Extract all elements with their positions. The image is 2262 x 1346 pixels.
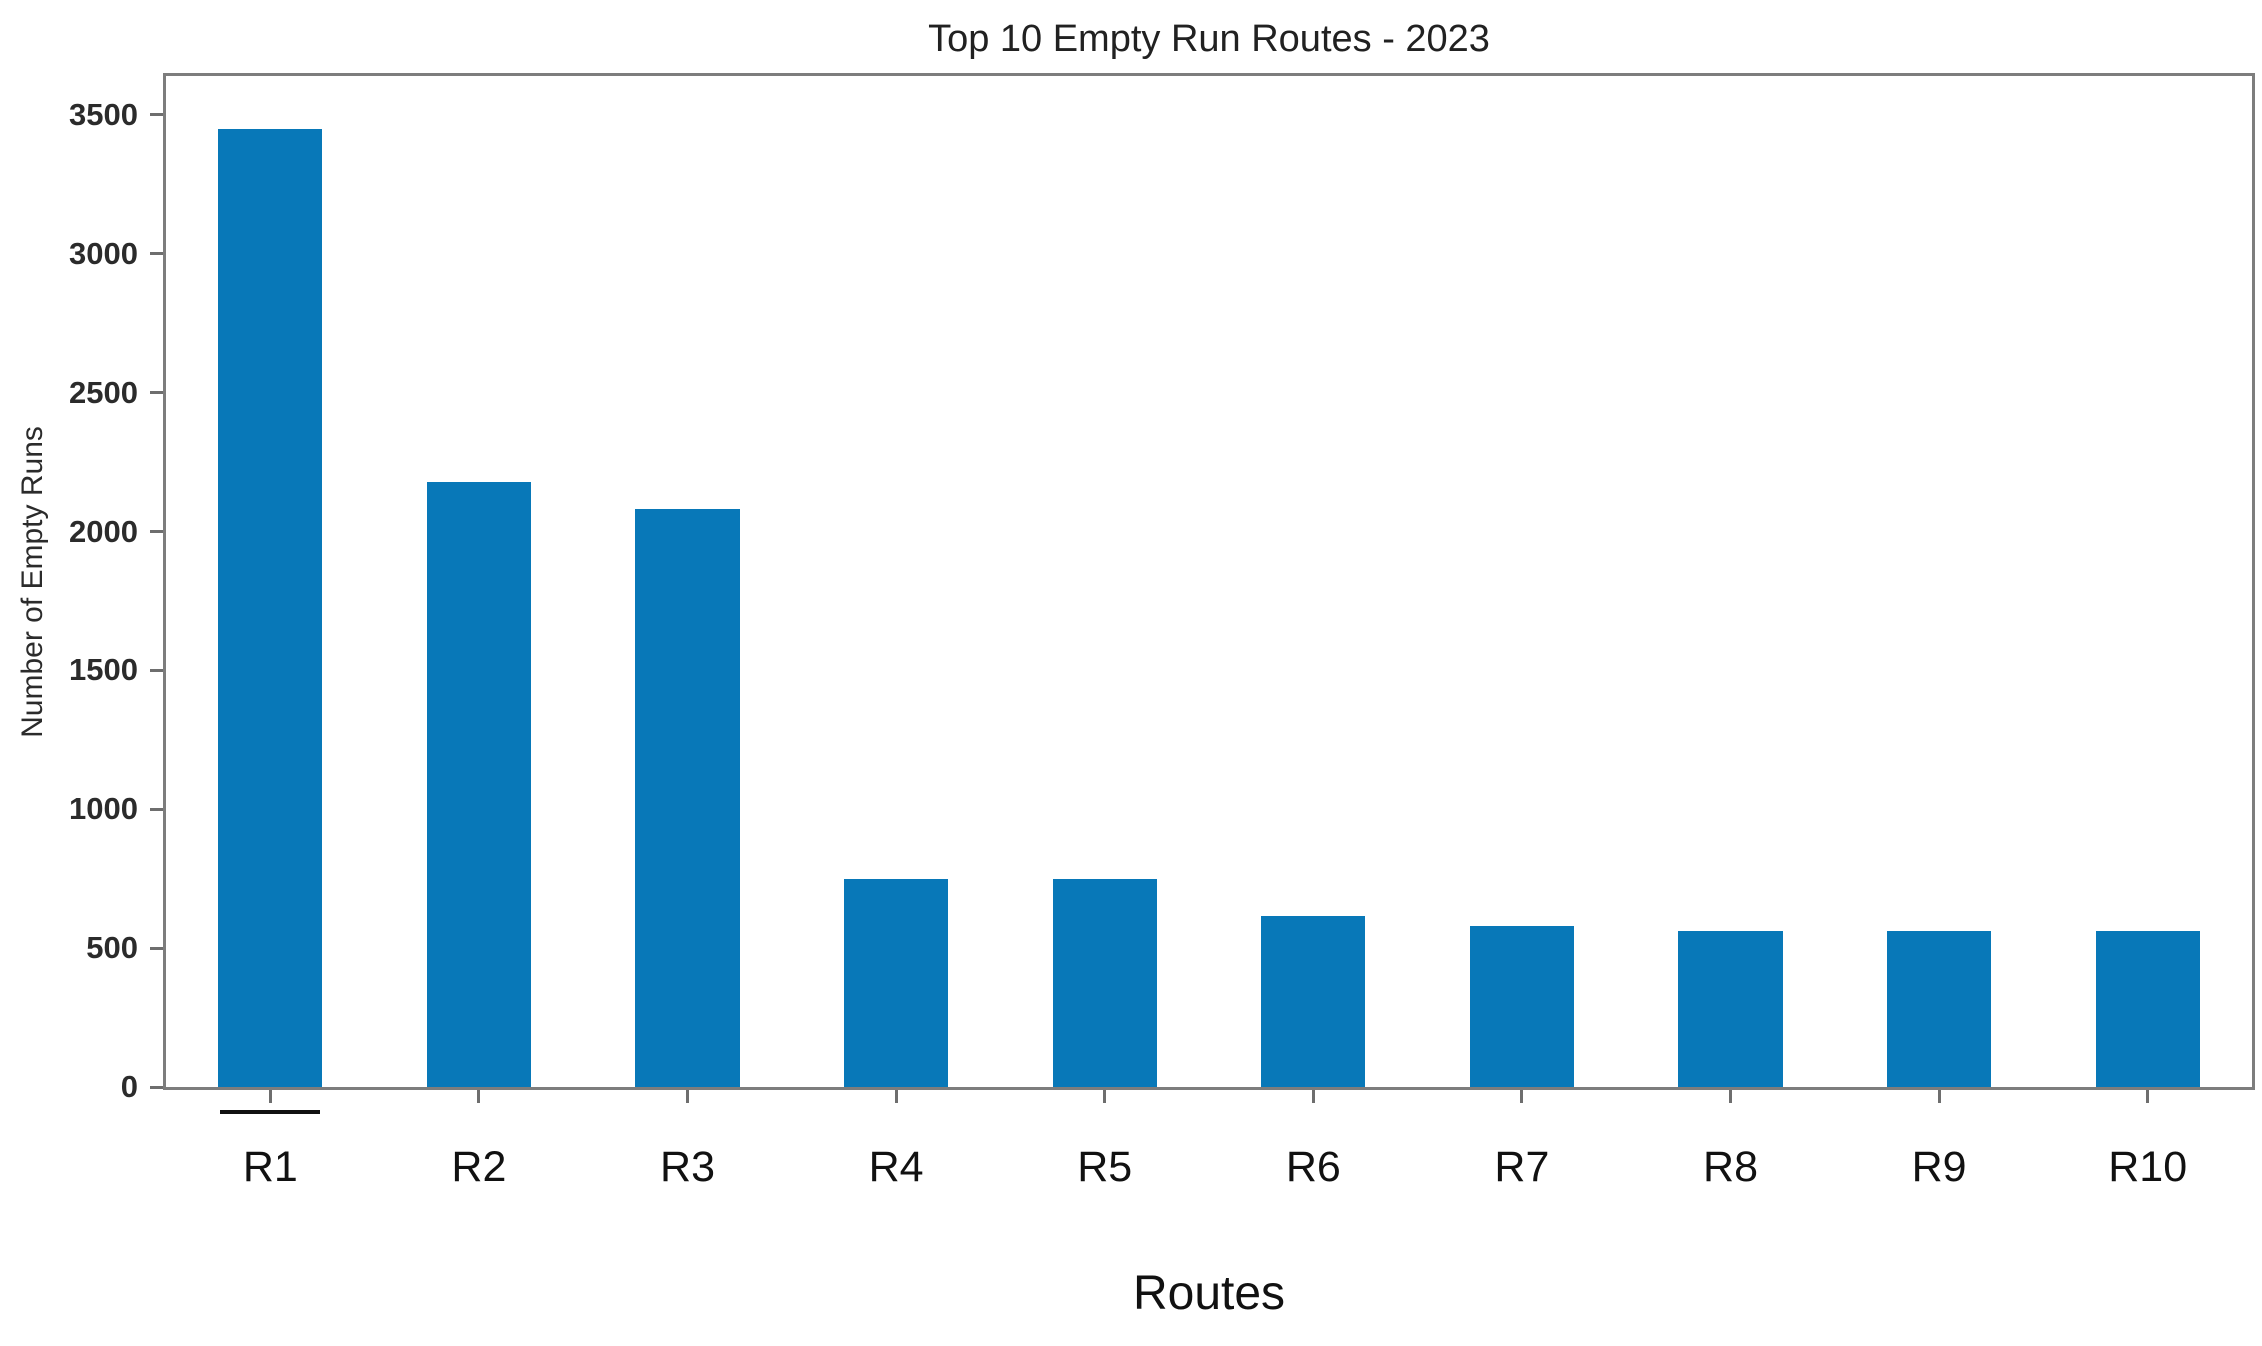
y-tick-label: 2000 bbox=[69, 513, 138, 549]
bar-r5 bbox=[1052, 878, 1157, 1087]
y-tick-mark bbox=[150, 807, 163, 811]
y-tick-mark bbox=[150, 946, 163, 950]
bar-r8 bbox=[1678, 931, 1783, 1087]
bar-r9 bbox=[1886, 931, 1992, 1087]
x-tick-label: R1 bbox=[242, 1143, 298, 1191]
x-tick-mark bbox=[1103, 1090, 1107, 1103]
x-tick-label: R9 bbox=[1911, 1143, 1967, 1191]
x-tick-mark bbox=[1520, 1090, 1524, 1103]
x-tick-label: R10 bbox=[2108, 1143, 2188, 1191]
x-tick-mark bbox=[1937, 1090, 1941, 1103]
y-tick-mark bbox=[150, 668, 163, 672]
y-tick-mark bbox=[150, 1085, 163, 1089]
x-tick-mark bbox=[686, 1090, 689, 1103]
r1-underline-mark bbox=[220, 1110, 321, 1114]
bar-r1 bbox=[218, 128, 323, 1087]
y-tick-label: 1000 bbox=[69, 791, 138, 827]
y-tick-label: 2500 bbox=[69, 374, 138, 410]
x-tick-mark bbox=[1311, 1090, 1315, 1103]
x-tick-mark bbox=[268, 1090, 272, 1103]
bar-r4 bbox=[843, 878, 949, 1087]
y-tick-mark bbox=[150, 113, 163, 117]
y-tick-label: 1500 bbox=[69, 652, 138, 688]
x-tick-mark bbox=[477, 1090, 481, 1103]
x-tick-label: R5 bbox=[1077, 1143, 1133, 1191]
x-tick-mark bbox=[1729, 1090, 1732, 1103]
y-tick-label: 500 bbox=[86, 930, 138, 966]
x-tick-mark bbox=[2146, 1090, 2150, 1103]
y-tick-label: 3000 bbox=[69, 235, 138, 271]
bar-r2 bbox=[426, 481, 532, 1087]
bar-r6 bbox=[1261, 916, 1366, 1087]
plot-area: 0 500 1000 1500 2000 2500 3000 3500 R1 R2 R3 R4 R5 R6… bbox=[69, 73, 2255, 1189]
y-tick-label: 3500 bbox=[69, 96, 138, 132]
x-tick-label: R8 bbox=[1703, 1143, 1758, 1191]
y-tick-mark bbox=[150, 252, 163, 256]
y-axis-label: Number of Empty Runs bbox=[16, 426, 49, 738]
y-tick-label: 0 bbox=[120, 1069, 138, 1104]
x-tick-label: R3 bbox=[660, 1143, 715, 1191]
bar-r10 bbox=[2095, 931, 2200, 1087]
x-tick-label: R2 bbox=[451, 1143, 507, 1191]
y-tick-mark bbox=[150, 391, 163, 395]
chart-title: Top 10 Empty Run Routes - 2023 bbox=[928, 18, 1490, 60]
x-tick-label: R6 bbox=[1285, 1143, 1341, 1191]
y-tick-mark bbox=[150, 530, 163, 533]
bar-r3 bbox=[635, 509, 740, 1087]
x-tick-label: R4 bbox=[868, 1143, 924, 1191]
x-axis-label: Routes bbox=[1132, 1267, 1286, 1320]
x-tick-mark bbox=[894, 1090, 898, 1103]
bar-r7 bbox=[1469, 925, 1575, 1087]
x-tick-label: R7 bbox=[1494, 1143, 1550, 1191]
